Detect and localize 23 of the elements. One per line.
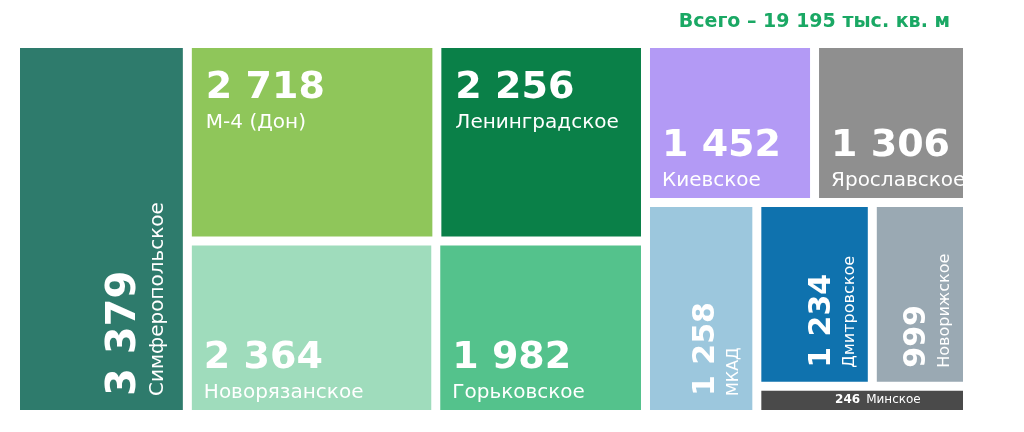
category-label: Киевское: [661, 166, 761, 191]
category-label: Новорязанское: [203, 379, 364, 403]
category-label: Дмитровское: [838, 255, 858, 368]
data-label: 2 718: [205, 63, 325, 107]
data-label: 999: [897, 305, 932, 368]
data-label: 2 364: [203, 333, 323, 377]
category-label: М-4 (Дон): [205, 109, 306, 133]
data-label: 3 379: [97, 270, 144, 396]
text: Всего – 19 195 тыс. кв. м: [678, 8, 950, 31]
data-label: 1 258: [686, 302, 722, 396]
category-label: Ярославское: [831, 166, 966, 191]
category-label: Минское: [866, 392, 921, 407]
data-label: 1 982: [452, 333, 572, 377]
data-label: 1 306: [831, 120, 951, 165]
category-label: МКАД: [723, 347, 743, 396]
data-label: 1 234: [801, 273, 837, 368]
category-label: Симферопольское: [143, 202, 168, 396]
category-label: Горьковское: [452, 379, 585, 403]
category-label: Ленинградское: [455, 109, 619, 133]
category-label: Новорижское: [934, 253, 953, 368]
data-label: 2 256: [455, 63, 575, 107]
data-label: 1 452: [661, 120, 781, 165]
data-label: 246: [835, 392, 861, 407]
